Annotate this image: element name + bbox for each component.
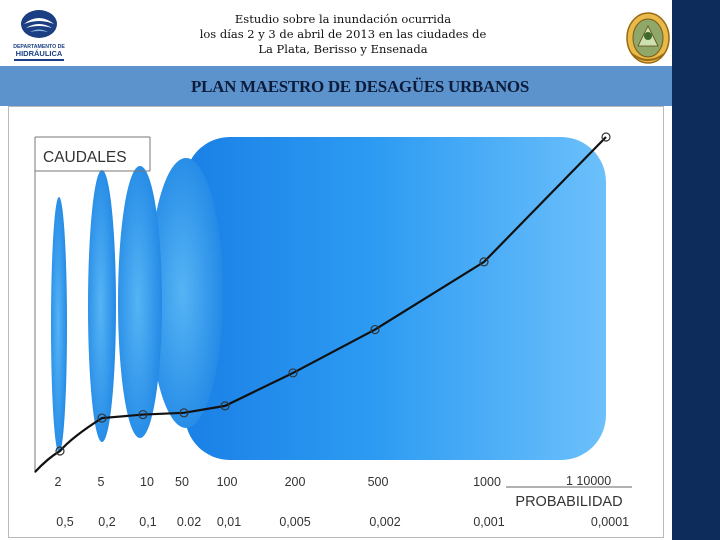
- svg-text:HIDRÁULICA: HIDRÁULICA: [16, 49, 63, 58]
- flow-point-8: [479, 257, 489, 267]
- flow-point-3: [138, 409, 148, 420]
- x-tick-label-3: 10: [140, 475, 154, 489]
- right-side-bar: [672, 0, 720, 540]
- x-tick-label-4: 50: [175, 475, 189, 489]
- x-tick-label-8: 1000: [473, 475, 501, 489]
- flow-curve-markers: [55, 132, 611, 456]
- x-tick-label-9: 1 10000: [566, 474, 611, 488]
- header: DEPARTAMENTO DE HIDRÁULICA Estudio sobre…: [0, 0, 672, 66]
- x-tick-label-6: 200: [285, 475, 306, 489]
- flow-point-2: [97, 413, 107, 423]
- probability-label-6: 0,005: [279, 515, 310, 529]
- probability-label-9: 0,0001: [591, 515, 629, 529]
- flow-point-9: [601, 132, 611, 142]
- flow-curve: [34, 136, 607, 473]
- return-period-2-bubble: [51, 197, 67, 453]
- probability-labels: 0,5 0,2 0,1 0.02 0,01 0,005 0,002 0,001 0,0001: [56, 515, 629, 529]
- x-tick-label-5: 100: [217, 475, 238, 489]
- study-title: Estudio sobre la inundación ocurrida los…: [150, 12, 536, 57]
- probability-label-5: 0,01: [217, 515, 241, 529]
- svg-text:DEPARTAMENTO DE: DEPARTAMENTO DE: [13, 44, 65, 50]
- x-axis-label: PROBABILIDAD: [515, 494, 622, 510]
- study-title-line-1: Estudio sobre la inundación ocurrida: [234, 12, 452, 26]
- high-return-period-region: [185, 137, 606, 460]
- probability-label-3: 0,1: [139, 515, 156, 529]
- flow-point-6: [288, 368, 298, 378]
- return-period-5-bubble: [88, 170, 116, 442]
- probability-label-4: 0.02: [177, 515, 201, 529]
- plan-title: PLAN MAESTRO DE DESAGÜES URBANOS: [190, 77, 529, 96]
- y-axis-label: CAUDALES: [43, 149, 127, 166]
- probability-label-7: 0,002: [369, 515, 400, 529]
- flow-point-1: [55, 446, 65, 456]
- return-period-50-bubble: [149, 158, 223, 428]
- study-title-line-3: La Plata, Berisso y Ensenada: [258, 42, 428, 56]
- x-tick-label-2: 5: [98, 475, 105, 489]
- hydraulics-department-logo: DEPARTAMENTO DE HIDRÁULICA: [13, 10, 65, 61]
- x-tick-label-7: 500: [368, 475, 389, 489]
- flow-point-7: [370, 324, 380, 335]
- flow-point-4: [179, 408, 189, 418]
- x-tick-labels: 2 5 10 50 100 200 500 1000 1 10000: [55, 474, 612, 489]
- flow-point-5: [220, 401, 230, 411]
- probability-label-2: 0,2: [98, 515, 115, 529]
- probability-label-8: 0,001: [473, 515, 504, 529]
- x-tick-label-1: 2: [55, 475, 62, 489]
- title-band: [0, 66, 672, 106]
- study-title-line-2: los días 2 y 3 de abril de 2013 en las c…: [199, 27, 487, 41]
- return-period-10-bubble: [118, 166, 162, 438]
- probability-label-1: 0,5: [56, 515, 73, 529]
- university-seal-icon: [626, 12, 670, 64]
